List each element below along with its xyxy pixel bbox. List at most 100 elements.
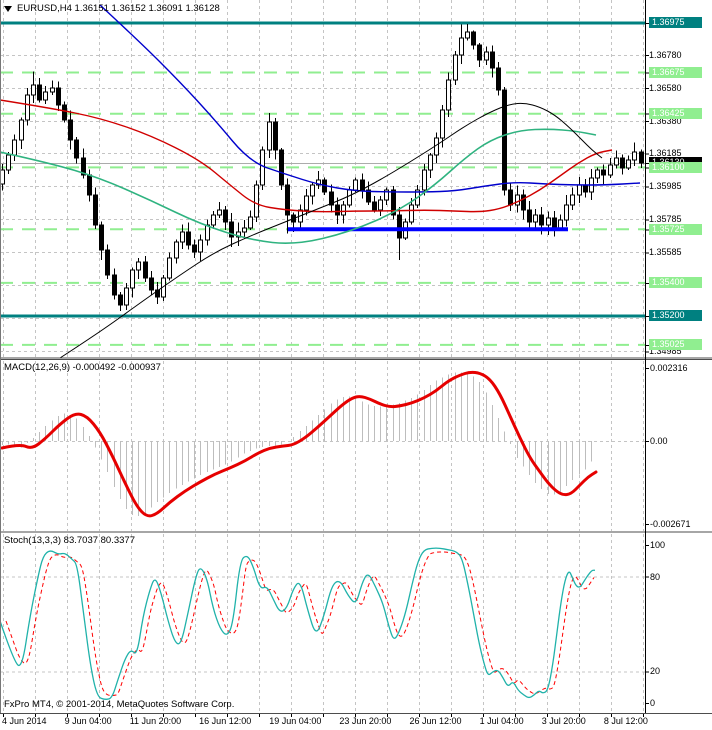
candle-body: [608, 164, 613, 176]
candle-body: [465, 31, 470, 39]
candle-body: [335, 204, 340, 216]
candle-body: [378, 199, 383, 211]
candle-body: [546, 217, 551, 226]
candle-body: [155, 289, 160, 298]
candle-body: [180, 231, 185, 243]
candle-body: [285, 184, 290, 216]
candle-body: [459, 37, 464, 56]
stoch-scale-label: 80: [650, 571, 661, 582]
candle-body: [43, 91, 48, 101]
candle-body: [552, 217, 557, 229]
chart-dropdown-icon[interactable]: [4, 5, 12, 12]
green-level-label: 1.35025: [649, 339, 702, 351]
candle-body: [81, 157, 86, 176]
candle-body: [56, 87, 61, 106]
candle-body: [347, 189, 352, 206]
candle-body: [341, 204, 346, 216]
candle-body: [31, 84, 36, 96]
time-axis-label: 23 Jun 20:00: [339, 716, 392, 726]
ma-red[interactable]: [0, 99, 613, 213]
time-axis-label: 8 Jul 12:00: [603, 716, 648, 726]
price-scale-label: 1.36185: [649, 147, 682, 158]
stoch-scale-label: 0: [650, 698, 656, 708]
candle-body: [533, 214, 538, 223]
candle-body: [409, 204, 414, 223]
candle-body: [174, 241, 179, 259]
candle-body: [446, 79, 451, 111]
time-axis-label: 26 Jun 12:00: [409, 716, 462, 726]
candle-body: [453, 54, 458, 81]
candle-body: [6, 154, 11, 171]
candle-body: [198, 239, 203, 253]
green-level-label: 1.36100: [649, 161, 702, 173]
candle-body: [521, 194, 526, 211]
candle-body: [391, 189, 396, 216]
teal-level-label: 1.36975: [649, 17, 702, 29]
candle-body: [0, 169, 5, 185]
candle-body: [267, 121, 272, 151]
candle-body: [626, 159, 631, 169]
candle-body: [130, 269, 135, 289]
candle-body: [353, 179, 358, 191]
candle-body: [248, 216, 253, 229]
ma-black[interactable]: [59, 102, 603, 359]
candle-body: [62, 104, 67, 121]
candle-body: [484, 51, 489, 61]
candle-body: [316, 179, 321, 186]
green-level-label: 1.35725: [649, 223, 702, 235]
candle-body: [583, 184, 588, 193]
candle-body: [229, 221, 234, 238]
time-axis[interactable]: 4 Jun 2014 9 Jun 04:00 11 Jun 20:00 16 Jun …: [0, 716, 650, 726]
time-axis-label: 9 Jun 04:00: [64, 716, 112, 726]
price-scale-label: 1.36580: [649, 82, 682, 93]
macd-scale-label: 0.00: [650, 436, 668, 446]
time-axis-label: 1 Jul 04:00: [479, 716, 524, 726]
candle-body: [564, 204, 569, 221]
candle-body: [508, 189, 513, 206]
candle-body: [260, 149, 265, 186]
macd-scale-label: -0.002671: [650, 519, 691, 529]
candle-body: [254, 184, 259, 218]
candle-body: [167, 257, 172, 279]
price-scale-label: 1.36380: [649, 115, 682, 126]
candle-body: [143, 261, 148, 279]
candles[interactable]: [0, 24, 644, 311]
macd-signal-line[interactable]: [0, 370, 598, 518]
candle-body: [397, 214, 402, 239]
time-axis-label: 4 Jun 2014: [2, 716, 47, 726]
ma-blue[interactable]: [99, 4, 641, 193]
candle-body: [539, 214, 544, 226]
candle-body: [372, 201, 377, 211]
candle-body: [74, 139, 79, 159]
price-scale-label: 1.35585: [649, 246, 682, 257]
candle-body: [136, 261, 141, 271]
price-scale-label: 1.35985: [649, 180, 682, 191]
candle-body: [428, 154, 433, 171]
candle-body: [112, 274, 117, 296]
candle-body: [595, 169, 600, 179]
candle-body: [329, 191, 334, 206]
price-scale-label: 1.34985: [649, 345, 682, 356]
stoch-scale-label: 100: [650, 540, 666, 550]
candle-body: [19, 119, 24, 141]
ma-green[interactable]: [0, 128, 597, 244]
stoch-indicator-label: Stoch(13,3,3) 83.7037 80.3377: [4, 535, 135, 546]
candle-body: [639, 151, 644, 164]
candle-body: [12, 139, 17, 156]
candle-body: [124, 287, 129, 306]
stoch-scale-label: 20: [650, 666, 661, 677]
candle-body: [558, 219, 563, 229]
candle-body: [25, 94, 30, 121]
macd-indicator-label: MACD(12,26,9) -0.000492 -0.000937: [4, 362, 161, 373]
stoch-main-line[interactable]: [0, 547, 595, 700]
candle-body: [310, 184, 315, 197]
candle-body: [422, 169, 427, 191]
candle-body: [502, 89, 507, 191]
green-level-label: 1.36425: [649, 108, 702, 120]
stoch-signal-line[interactable]: [5, 551, 595, 697]
candle-body: [515, 194, 520, 206]
candle-body: [601, 169, 606, 176]
candle-body: [477, 44, 482, 61]
